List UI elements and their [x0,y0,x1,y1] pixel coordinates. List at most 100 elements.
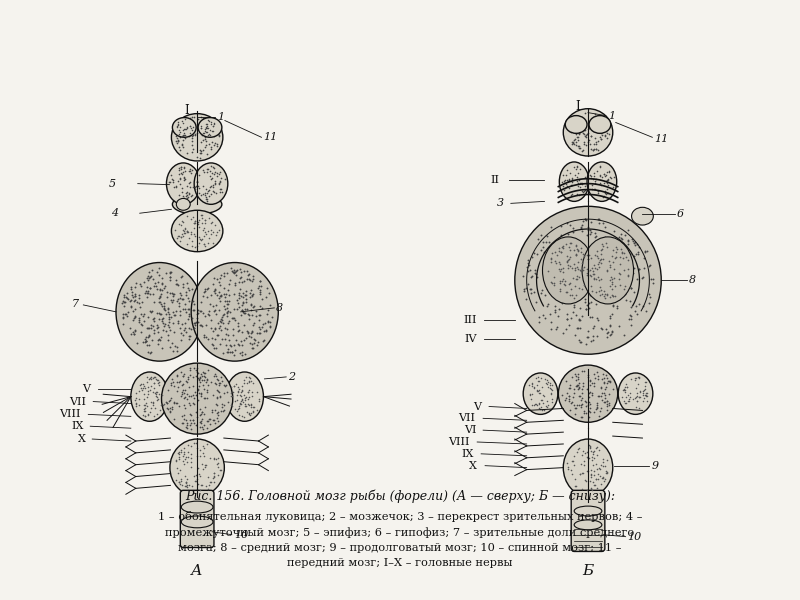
Point [580,130,593,139]
Point [201,385,214,394]
Point [214,466,227,475]
Point [221,307,234,317]
Point [590,367,603,377]
Point [626,236,639,245]
Point [593,249,606,259]
Point [599,118,612,128]
Point [190,128,203,138]
Point [216,315,229,325]
Point [578,214,591,224]
Point [182,398,195,408]
Point [602,175,614,185]
Point [116,319,129,328]
Point [629,306,642,316]
Point [193,381,206,391]
Point [214,281,226,290]
Point [234,273,247,283]
Point [198,311,211,320]
Point [209,188,222,198]
Point [187,229,200,238]
Point [602,167,615,177]
Point [536,398,549,407]
Point [200,128,213,137]
Point [207,163,220,173]
Point [180,376,193,386]
Point [208,273,221,283]
Point [576,384,589,394]
Point [542,266,554,276]
Point [246,407,259,416]
Point [173,479,186,489]
Point [138,404,150,413]
Point [638,377,651,387]
Point [187,318,200,328]
Point [213,380,226,389]
Point [562,176,575,185]
Point [597,178,610,187]
Point [582,128,594,138]
Point [195,460,208,469]
Point [594,403,607,412]
Point [178,369,190,379]
Point [242,270,254,280]
Point [575,412,588,422]
Point [258,326,270,336]
Point [532,372,545,382]
Point [611,252,624,262]
Point [522,255,534,265]
Point [565,466,578,475]
Point [198,191,211,200]
Point [177,116,190,125]
Point [584,441,597,451]
Point [202,334,214,344]
Point [171,398,184,407]
Point [603,172,616,182]
Point [176,330,189,340]
Point [176,305,189,314]
Point [587,323,600,332]
Point [170,457,182,466]
Point [564,383,577,393]
Point [201,164,214,174]
Point [589,373,602,383]
Point [593,288,606,298]
Point [591,371,604,381]
Point [178,115,191,124]
Point [187,415,200,425]
Point [155,301,168,311]
Point [538,406,550,415]
Point [170,280,182,289]
Point [211,375,224,385]
Point [198,215,211,225]
Point [154,291,166,301]
Point [540,251,553,260]
Point [581,279,594,289]
Point [620,262,633,271]
Point [121,293,134,303]
Point [164,407,177,416]
Point [569,281,582,290]
Point [606,182,619,192]
Point [550,250,563,260]
Point [563,245,576,255]
Point [176,183,189,193]
Point [545,384,558,394]
Text: 7: 7 [71,299,78,309]
Point [177,118,190,127]
Point [630,239,643,249]
Point [575,468,588,478]
Point [176,202,189,212]
Point [633,373,646,382]
Point [596,239,609,249]
Point [548,278,561,288]
Point [540,403,553,412]
Point [570,371,582,380]
Point [630,402,642,412]
Point [590,299,603,309]
Ellipse shape [162,363,233,434]
Point [576,242,589,252]
Point [200,423,213,433]
Point [174,198,186,208]
Point [556,274,569,284]
Point [174,200,186,210]
